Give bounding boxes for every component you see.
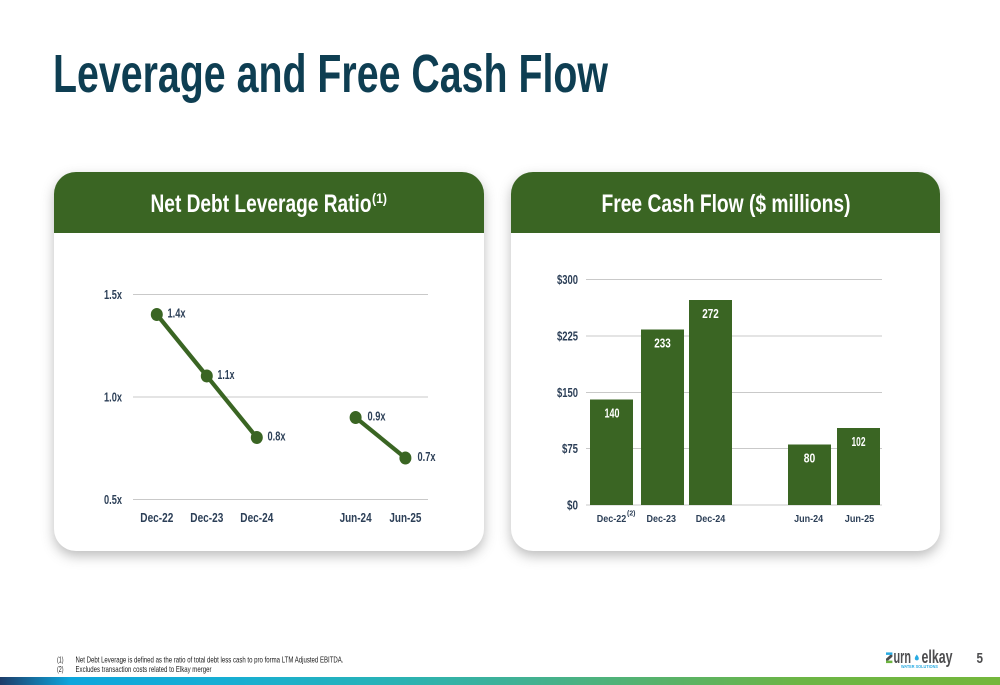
svg-text:$150: $150: [557, 385, 578, 400]
svg-text:Jun-24: Jun-24: [340, 510, 373, 525]
svg-text:1.1x: 1.1x: [218, 367, 236, 382]
svg-text:140: 140: [605, 406, 620, 421]
svg-text:Jun-24: Jun-24: [794, 514, 823, 525]
svg-text:Free Cash Flow ($ millions): Free Cash Flow ($ millions): [602, 190, 851, 218]
svg-text:0.5x: 0.5x: [104, 492, 123, 507]
svg-text:$300: $300: [557, 272, 578, 287]
svg-text:80: 80: [804, 451, 816, 466]
svg-text:102: 102: [852, 434, 866, 449]
svg-text:0.7x: 0.7x: [418, 449, 437, 464]
svg-text:Jun-25: Jun-25: [389, 510, 421, 525]
svg-text:(1): (1): [372, 190, 387, 206]
svg-text:Dec-23: Dec-23: [190, 510, 223, 525]
svg-text:0.8x: 0.8x: [268, 429, 287, 444]
svg-text:WATER SOLUTIONS: WATER SOLUTIONS: [901, 664, 938, 669]
svg-text:233: 233: [654, 336, 671, 351]
svg-text:(1): (1): [57, 655, 64, 665]
svg-text:Jun-25: Jun-25: [845, 514, 875, 525]
svg-text:$225: $225: [557, 329, 578, 344]
svg-text:$0: $0: [567, 498, 578, 513]
svg-text:1.5x: 1.5x: [104, 287, 123, 302]
svg-text:Dec-24: Dec-24: [240, 510, 274, 525]
svg-text:5: 5: [977, 650, 984, 667]
svg-text:Net Debt Leverage Ratio: Net Debt Leverage Ratio: [151, 190, 372, 218]
svg-text:(2): (2): [627, 509, 636, 518]
svg-text:Dec-24: Dec-24: [696, 514, 726, 525]
svg-text:0.9x: 0.9x: [368, 409, 387, 424]
svg-text:Dec-22: Dec-22: [597, 514, 627, 525]
svg-text:1.4x: 1.4x: [168, 306, 187, 321]
svg-text:Excludes transaction costs rel: Excludes transaction costs related to El…: [76, 664, 212, 674]
svg-text:1.0x: 1.0x: [104, 390, 123, 405]
svg-text:elkay: elkay: [922, 647, 953, 667]
svg-text:272: 272: [702, 306, 719, 321]
svg-text:$75: $75: [562, 441, 578, 456]
svg-text:Dec-23: Dec-23: [647, 514, 677, 525]
svg-text:Leverage and Free Cash Flow: Leverage and Free Cash Flow: [53, 44, 609, 104]
svg-text:Net Debt Leverage is defined a: Net Debt Leverage is defined as the rati…: [76, 655, 344, 665]
svg-text:(2): (2): [57, 664, 64, 674]
svg-text:urn: urn: [894, 647, 912, 667]
svg-text:Dec-22: Dec-22: [140, 510, 173, 525]
